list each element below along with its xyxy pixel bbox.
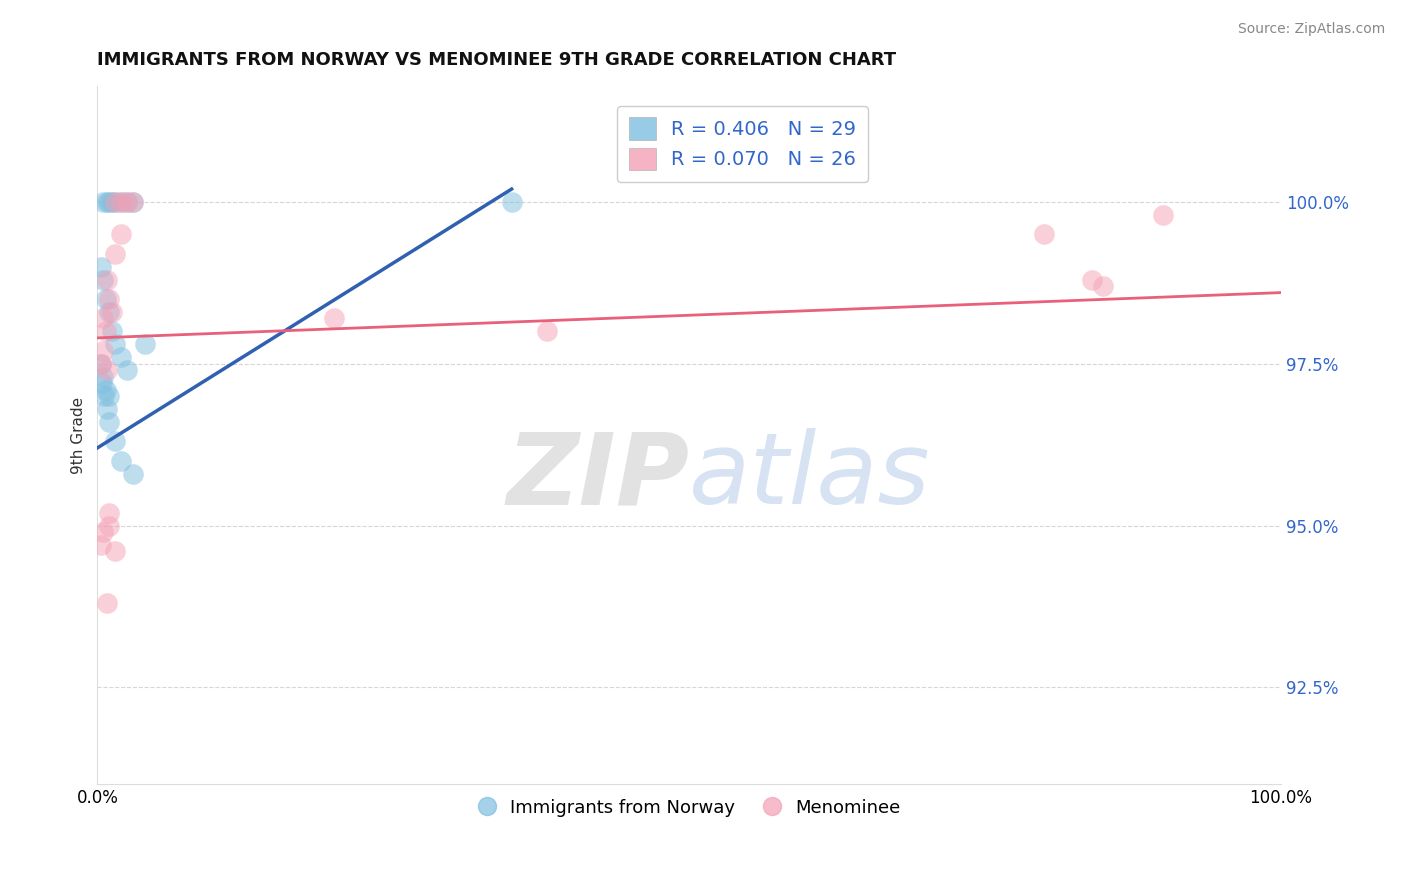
Point (110, 351, 132, 365)
Point (110, 194, 132, 209)
Point (94, 292, 117, 306)
Point (98, 518, 121, 533)
Point (104, 337, 127, 351)
Point (98, 415, 121, 429)
Point (1033, 227, 1056, 242)
Point (323, 311, 346, 326)
Point (104, 246, 127, 260)
Point (104, 434, 127, 449)
Point (94, 383, 117, 397)
Point (94, 325, 117, 339)
Point (98, 389, 121, 403)
Point (104, 544, 127, 558)
Point (134, 337, 156, 351)
Point (1080, 273, 1102, 287)
Point (98, 305, 121, 319)
Point (91, 311, 114, 326)
Y-axis label: 9th Grade: 9th Grade (72, 396, 86, 474)
Point (121, 467, 143, 481)
Legend: Immigrants from Norway, Menominee: Immigrants from Norway, Menominee (471, 791, 907, 824)
Text: atlas: atlas (689, 428, 931, 525)
Point (501, 194, 523, 209)
Point (110, 227, 132, 242)
Point (91, 376, 114, 391)
Point (115, 194, 138, 209)
Point (90, 357, 112, 371)
Point (96, 363, 118, 377)
Text: Source: ZipAtlas.com: Source: ZipAtlas.com (1237, 22, 1385, 37)
Text: ZIP: ZIP (506, 428, 689, 525)
Point (93, 389, 115, 403)
Point (104, 194, 127, 209)
Point (90, 538, 112, 552)
Point (1152, 208, 1174, 222)
Point (104, 194, 127, 209)
Point (115, 194, 138, 209)
Point (536, 325, 558, 339)
Point (100, 305, 122, 319)
Point (98, 194, 121, 209)
Point (115, 363, 138, 377)
Point (100, 194, 122, 209)
Point (98, 506, 121, 520)
Point (91, 194, 114, 209)
Point (91, 369, 114, 384)
Point (90, 260, 112, 274)
Point (110, 454, 132, 468)
Point (1092, 279, 1115, 293)
Point (91, 524, 114, 539)
Point (96, 194, 118, 209)
Point (100, 325, 122, 339)
Point (90, 357, 112, 371)
Point (121, 194, 143, 209)
Point (96, 596, 118, 610)
Text: IMMIGRANTS FROM NORWAY VS MENOMINEE 9TH GRADE CORRELATION CHART: IMMIGRANTS FROM NORWAY VS MENOMINEE 9TH … (97, 51, 897, 69)
Point (96, 402, 118, 417)
Point (91, 273, 114, 287)
Point (110, 194, 132, 209)
Point (91, 343, 114, 358)
Point (98, 292, 121, 306)
Point (121, 194, 143, 209)
Point (96, 273, 118, 287)
